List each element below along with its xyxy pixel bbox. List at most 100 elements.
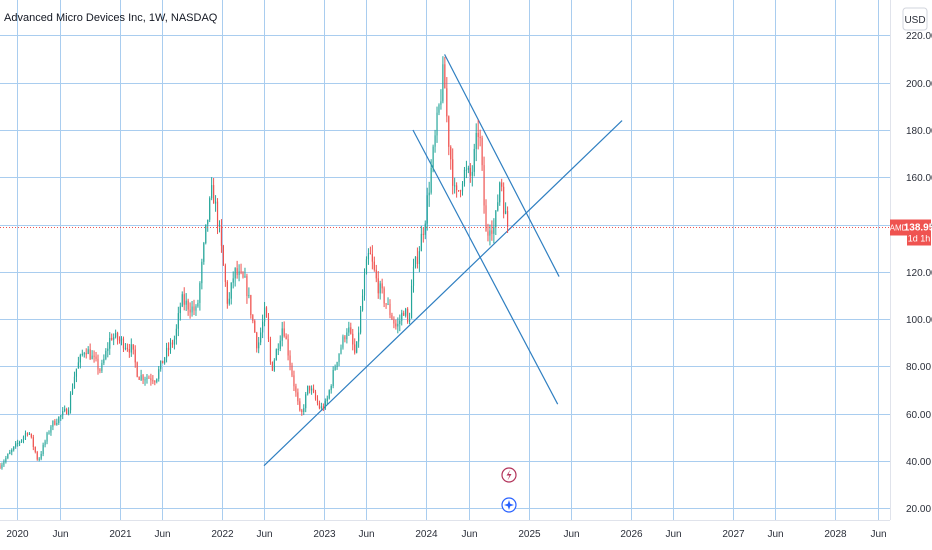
candle-body <box>483 165 485 206</box>
candle-body <box>164 357 166 364</box>
candle-body <box>205 224 207 244</box>
candle-body <box>485 205 487 232</box>
candle-body <box>365 259 368 275</box>
candle-body <box>199 283 201 303</box>
candle-body <box>322 406 324 409</box>
candle-body <box>201 261 203 284</box>
candle-body <box>232 278 234 283</box>
x-tick-label: Jun <box>665 529 681 540</box>
trendline[interactable] <box>444 54 560 277</box>
currency-label: USD <box>904 15 925 26</box>
candle-body <box>303 408 305 412</box>
candle-body <box>285 336 287 340</box>
candle-body <box>436 112 438 136</box>
candle-body <box>461 183 464 192</box>
candle-body <box>32 437 34 447</box>
candle-body <box>15 443 17 447</box>
candle-body <box>505 211 507 214</box>
candle-body <box>68 410 70 415</box>
y-tick-label: 80.00 <box>906 362 931 373</box>
candle-body <box>420 233 422 252</box>
candle-body <box>181 294 183 307</box>
candle-body <box>279 340 281 349</box>
candle-body <box>97 358 99 370</box>
candle-body <box>218 225 221 227</box>
candle-body <box>134 349 136 363</box>
candle-body <box>497 202 499 211</box>
candle-body <box>346 332 348 340</box>
trendline[interactable] <box>412 129 559 405</box>
candle-body <box>463 169 466 184</box>
grid <box>0 0 890 520</box>
candle-body <box>109 337 111 349</box>
candle-body <box>295 386 297 393</box>
candle-body <box>399 320 401 324</box>
candle-body <box>379 283 381 294</box>
candle-body <box>73 376 76 389</box>
y-tick-label: 120.00 <box>906 268 932 279</box>
flash-event-icon[interactable] <box>501 467 517 483</box>
candle-body <box>71 388 74 394</box>
candle-body <box>260 332 262 343</box>
candle-body <box>332 369 334 387</box>
candle-body <box>130 344 132 353</box>
candle-body <box>66 408 68 415</box>
candle-body <box>220 225 223 246</box>
candle-body <box>222 245 224 266</box>
candle-body <box>271 361 273 371</box>
candle-body <box>283 328 285 337</box>
y-tick-label: 160.00 <box>906 173 932 184</box>
candle-body <box>477 132 479 138</box>
candle-body <box>326 398 328 402</box>
candle-body <box>28 433 30 435</box>
x-tick-label: Jun <box>563 529 579 540</box>
candle-body <box>105 350 107 359</box>
candle-body <box>52 420 54 427</box>
candle-body <box>387 303 389 305</box>
candle-body <box>311 388 313 391</box>
x-axis-ticks: 2020 Jun 2021 Jun 2022 Jun 2023 Jun 2024 Jun 2025 J… <box>6 529 886 540</box>
candle-body <box>185 300 187 305</box>
candle-body <box>228 298 230 304</box>
candle-body <box>389 303 391 315</box>
candle-body <box>36 452 38 460</box>
candle-body <box>316 398 319 403</box>
earnings-event-icon[interactable] <box>501 497 517 513</box>
candle-body <box>165 347 168 358</box>
candle-body <box>499 182 501 203</box>
candle-body <box>342 336 344 348</box>
x-tick-label: 2024 <box>415 529 438 540</box>
candle-body <box>479 137 481 139</box>
candle-body <box>287 339 289 356</box>
candle-body <box>471 171 473 176</box>
candle-body <box>312 388 315 393</box>
candle-body <box>211 185 213 199</box>
candle-body <box>226 281 228 304</box>
x-tick-label: 2025 <box>518 529 541 540</box>
candle-body <box>234 268 236 279</box>
candle-body <box>111 337 113 340</box>
candle-body <box>395 323 397 327</box>
y-tick-label: 60.00 <box>906 410 931 421</box>
candle-body <box>75 368 78 377</box>
price-tag[interactable]: AMD 138.95 1d 1h <box>890 219 932 246</box>
candle-body <box>475 132 477 149</box>
candle-body <box>473 148 475 172</box>
candle-body <box>501 182 503 187</box>
candle-body <box>371 254 373 262</box>
candle-body <box>148 377 150 379</box>
candle-body <box>328 390 330 399</box>
candle-body <box>430 167 432 193</box>
candle-body <box>89 349 91 360</box>
trendline[interactable] <box>263 120 623 467</box>
candle-body <box>503 186 505 214</box>
candle-body <box>197 302 199 307</box>
price-tag-value: 138.95 <box>904 223 932 234</box>
candle-body <box>13 446 15 450</box>
candle-body <box>150 378 152 381</box>
currency-button[interactable]: USD <box>902 7 928 31</box>
candle-body <box>434 135 436 147</box>
candles <box>0 56 509 470</box>
candle-body <box>391 314 393 320</box>
